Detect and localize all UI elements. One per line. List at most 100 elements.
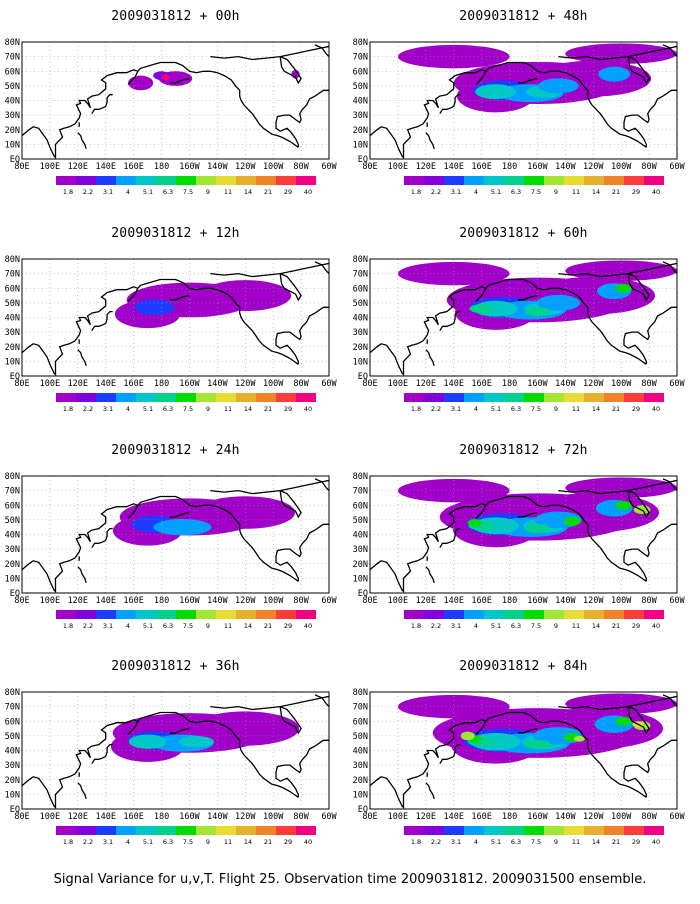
coastline	[475, 721, 487, 735]
coastline	[425, 349, 435, 366]
lat-tick-label: 20N	[5, 343, 20, 353]
lon-tick-label: 100W	[611, 596, 632, 606]
map-frame	[21, 691, 330, 810]
colorbar-label: 6.3	[511, 188, 521, 196]
lon-tick-label: 80E	[362, 596, 377, 606]
variance-contour	[470, 732, 521, 751]
lon-tick-label: 140E	[443, 812, 463, 822]
colorbar-label: 5.1	[491, 838, 501, 846]
lon-tick-label: 180	[154, 162, 169, 172]
lon-tick-label: 160W	[179, 162, 200, 172]
colorbar-swatch	[96, 176, 116, 185]
lat-tick-label: 30N	[353, 545, 368, 555]
colorbar-swatch	[544, 610, 564, 619]
lon-tick-label: 100E	[388, 812, 408, 822]
lon-tick-label: 80W	[293, 162, 309, 172]
colorbar-label: 1.8	[63, 838, 73, 846]
coastline	[275, 739, 329, 798]
lat-tick-label: 40N	[5, 97, 20, 107]
colorbar-label: 4	[126, 188, 130, 196]
colorbar-label: 5.1	[143, 405, 153, 413]
colorbar-label: 11	[224, 405, 232, 413]
colorbar-label: 1.8	[63, 188, 73, 196]
coastline	[517, 727, 538, 734]
colorbar-label: 11	[224, 622, 232, 630]
variance-contour	[598, 66, 631, 82]
colorbar-label: 14	[592, 188, 600, 196]
coastline	[517, 294, 538, 301]
lat-tick-label: 20N	[353, 560, 368, 570]
colorbar-swatch	[196, 826, 216, 835]
colorbar-swatch	[216, 826, 236, 835]
colorbar-swatch	[424, 610, 444, 619]
colorbar-label: 7.5	[531, 622, 541, 630]
colorbar-label: 14	[592, 838, 600, 846]
colorbar-swatch	[584, 826, 604, 835]
colorbar-swatch	[116, 393, 136, 402]
lon-tick-label: 120W	[235, 596, 256, 606]
coastline	[210, 479, 329, 495]
colorbar-label: 1.8	[411, 188, 421, 196]
colorbar-label: 6.3	[511, 622, 521, 630]
colorbar-label: 21	[612, 188, 620, 196]
lat-tick-label: 70N	[5, 53, 20, 63]
lon-tick-label: 100W	[611, 379, 632, 389]
colorbar-label: 11	[572, 838, 580, 846]
lon-tick-label: 100E	[388, 162, 408, 172]
colorbar-label: 2.2	[83, 405, 93, 413]
colorbar-label: 7.5	[531, 188, 541, 196]
colorbar-swatch	[644, 393, 664, 402]
colorbar-label: 2.2	[83, 622, 93, 630]
lat-tick-label: 30N	[353, 761, 368, 771]
lon-tick-label: 160E	[123, 162, 143, 172]
colorbar-swatch	[504, 176, 524, 185]
colorbar-swatch	[116, 176, 136, 185]
colorbar-label: 9	[554, 405, 558, 413]
lat-tick-label: 50N	[353, 516, 368, 526]
lat-tick-label: 70N	[5, 270, 20, 280]
coastline	[314, 261, 329, 275]
lon-tick-label: 140E	[95, 812, 115, 822]
colorbar-label: 3.1	[103, 405, 113, 413]
lon-tick-label: 80E	[14, 812, 29, 822]
coastline	[175, 278, 299, 365]
colorbar-label: 2.2	[431, 405, 441, 413]
lat-tick-label: 80N	[353, 688, 368, 698]
panel-title: 2009031812 + 36h	[111, 659, 240, 674]
lon-tick-label: 120W	[235, 379, 256, 389]
colorbar-swatch	[236, 610, 256, 619]
colorbar-label: 29	[632, 405, 640, 413]
colorbar-label: 6.3	[163, 622, 173, 630]
colorbar-label: 40	[304, 838, 312, 846]
lat-tick-label: 10N	[5, 140, 20, 150]
coastline	[169, 294, 190, 301]
lon-tick-label: 120E	[68, 379, 88, 389]
colorbar-swatch	[444, 610, 464, 619]
colorbar-swatch	[176, 826, 196, 835]
panel-title: 2009031812 + 48h	[459, 9, 588, 24]
lat-tick-label: 70N	[353, 703, 368, 713]
colorbar-swatch	[56, 826, 76, 835]
lon-tick-label: 140E	[95, 379, 115, 389]
colorbar-label: 21	[612, 405, 620, 413]
lon-tick-label: 160E	[471, 812, 491, 822]
variance-contour	[153, 519, 212, 536]
colorbar-label: 14	[244, 622, 252, 630]
colorbar-swatch	[156, 393, 176, 402]
colorbar-label: 21	[264, 622, 272, 630]
lon-tick-label: 180	[502, 162, 517, 172]
colorbar-label: 29	[632, 188, 640, 196]
colorbar-swatch	[444, 176, 464, 185]
colorbar-swatch	[256, 826, 276, 835]
colorbar-label: 5.1	[143, 838, 153, 846]
lon-tick-label: 100W	[611, 162, 632, 172]
coastline	[523, 495, 647, 582]
variance-contour	[573, 735, 585, 742]
lat-tick-label: 70N	[5, 703, 20, 713]
colorbar-swatch	[136, 610, 156, 619]
lat-tick-label: 60N	[353, 501, 368, 511]
variance-contour	[134, 299, 175, 316]
